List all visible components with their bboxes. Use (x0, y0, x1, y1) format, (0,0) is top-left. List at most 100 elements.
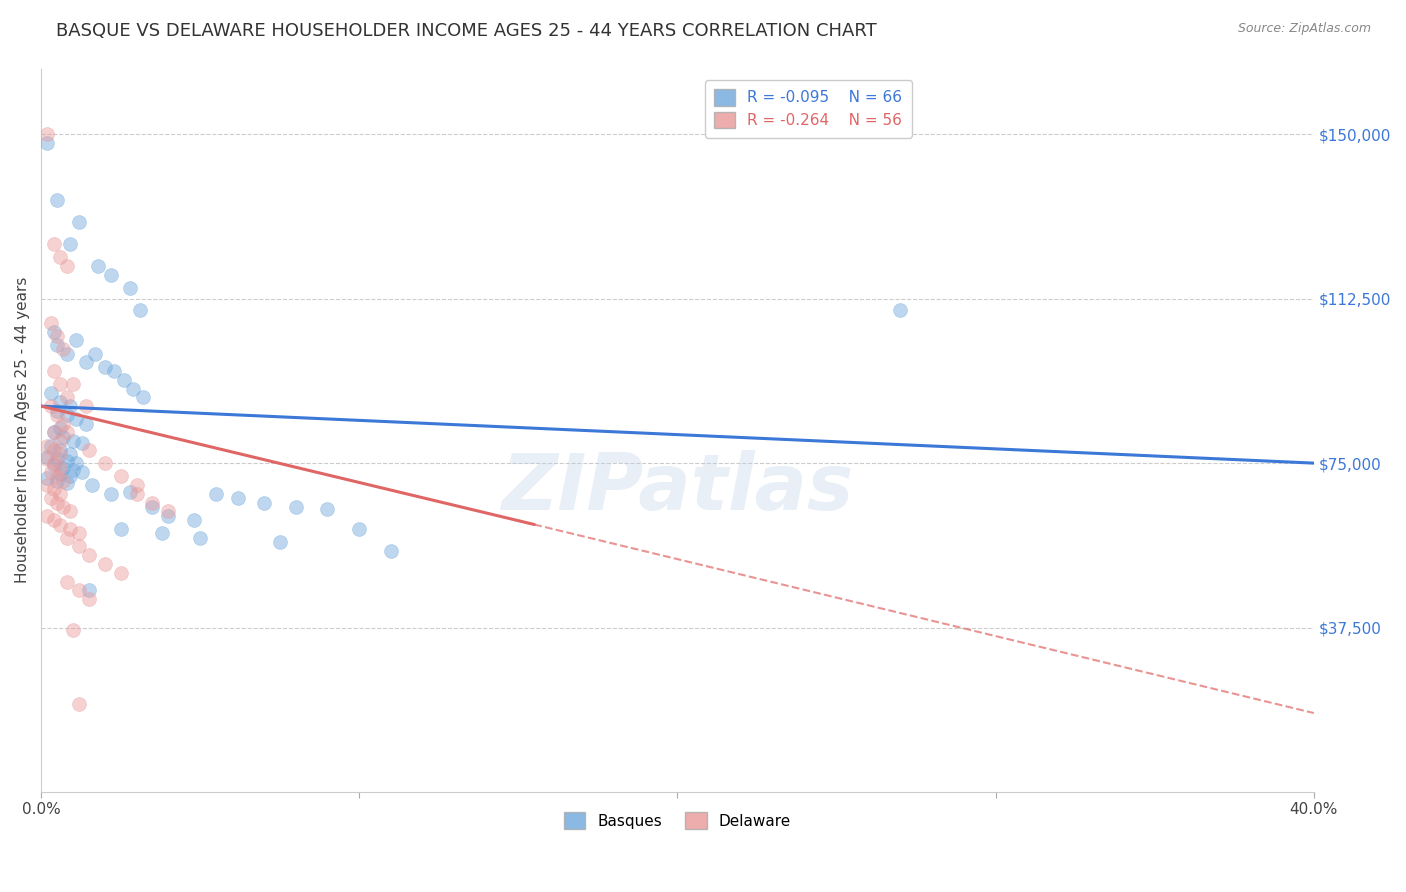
Point (55, 259, 77, 273)
Point (49, 517, 72, 532)
Point (37, 136, 59, 150)
Point (188, 531, 211, 545)
Point (55, 475, 77, 490)
Point (93, 557, 115, 571)
Point (100, 268, 122, 282)
Point (125, 478, 148, 492)
Point (49, 442, 72, 457)
Point (120, 281, 142, 295)
Point (37, 439, 59, 453)
Point (103, 364, 125, 378)
Point (59, 504, 82, 518)
Point (52, 500, 75, 514)
Legend: Basques, Delaware: Basques, Delaware (558, 806, 797, 835)
Point (77, 592, 100, 607)
Point (72, 465, 94, 479)
Point (37, 471, 59, 485)
Point (55, 390, 77, 404)
Point (46, 474, 69, 488)
Point (42, 236, 65, 251)
Point (49, 487, 72, 501)
Point (120, 484, 142, 499)
Text: ZIPatlas: ZIPatlas (502, 450, 853, 526)
Point (52, 417, 75, 431)
Point (110, 469, 132, 483)
Point (62, 377, 84, 392)
Point (67, 583, 90, 598)
Point (75, 355, 97, 369)
Point (39, 491, 62, 506)
Point (49, 250, 72, 264)
Point (49, 421, 72, 435)
Point (125, 487, 148, 501)
Point (49, 447, 72, 461)
Point (59, 447, 82, 461)
Point (132, 390, 155, 404)
Point (39, 386, 62, 401)
Point (269, 535, 291, 549)
Point (110, 522, 132, 536)
Point (316, 502, 339, 516)
Point (52, 460, 75, 475)
Point (380, 544, 402, 558)
Point (39, 465, 62, 479)
Point (128, 302, 150, 317)
Point (157, 508, 180, 523)
Point (59, 399, 82, 413)
Point (37, 128, 59, 142)
Point (55, 454, 77, 468)
Point (42, 425, 65, 440)
Point (93, 359, 115, 374)
Point (889, 302, 911, 317)
Point (59, 236, 82, 251)
Point (46, 329, 69, 343)
Point (84, 346, 107, 360)
Point (62, 623, 84, 637)
Point (87, 259, 110, 273)
Point (39, 399, 62, 413)
Y-axis label: Householder Income Ages 25 - 44 years: Householder Income Ages 25 - 44 years (15, 277, 30, 583)
Point (228, 491, 250, 506)
Point (67, 698, 90, 712)
Point (42, 483, 65, 497)
Point (37, 451, 59, 466)
Point (100, 487, 122, 501)
Point (59, 469, 82, 483)
Point (46, 451, 69, 466)
Point (77, 583, 100, 598)
Point (39, 316, 62, 330)
Point (141, 500, 163, 514)
Point (49, 394, 72, 409)
Point (46, 495, 69, 509)
Point (42, 513, 65, 527)
Point (183, 513, 205, 527)
Point (49, 467, 72, 481)
Point (284, 500, 307, 514)
Point (157, 504, 180, 518)
Point (52, 430, 75, 444)
Point (150, 526, 173, 541)
Point (46, 193, 69, 207)
Point (49, 377, 72, 392)
Point (42, 325, 65, 339)
Point (65, 456, 87, 470)
Point (49, 460, 72, 475)
Point (65, 412, 87, 426)
Point (55, 346, 77, 360)
Point (42, 456, 65, 470)
Point (253, 495, 276, 509)
Point (46, 403, 69, 417)
Point (62, 463, 84, 477)
Point (77, 442, 100, 457)
Point (75, 417, 97, 431)
Point (112, 373, 135, 387)
Text: BASQUE VS DELAWARE HOUSEHOLDER INCOME AGES 25 - 44 YEARS CORRELATION CHART: BASQUE VS DELAWARE HOUSEHOLDER INCOME AG… (56, 22, 877, 40)
Point (49, 434, 72, 449)
Point (42, 364, 65, 378)
Point (52, 474, 75, 488)
Point (349, 522, 371, 536)
Point (122, 382, 145, 396)
Point (46, 337, 69, 351)
Point (62, 434, 84, 449)
Point (59, 522, 82, 536)
